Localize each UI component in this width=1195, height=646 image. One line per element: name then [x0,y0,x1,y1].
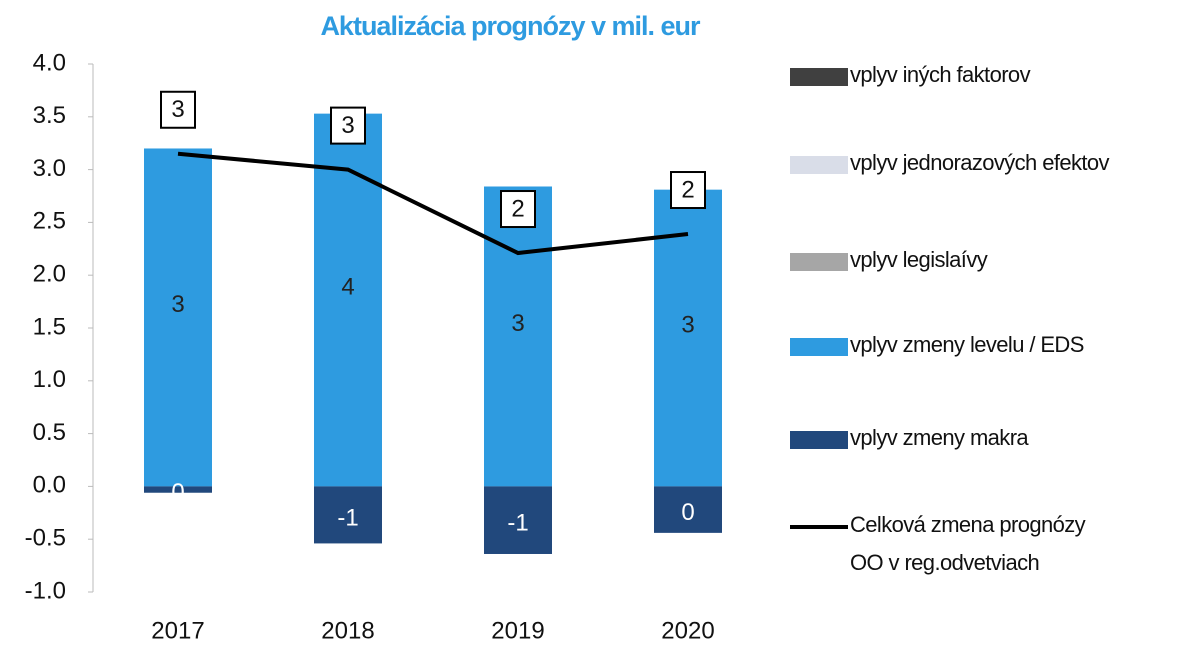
bar [314,113,382,487]
legend-swatch [790,253,848,271]
y-tick-label: 4.0 [33,49,66,76]
x-tick-label: 2019 [491,617,544,644]
legend-label: vplyv iných faktorov [850,62,1031,87]
bar [484,486,552,554]
bar-value-label: -1 [337,504,358,531]
y-tick-label: 1.0 [33,366,66,393]
label-box [670,171,706,210]
bar [484,186,552,487]
x-tick-label: 2020 [661,617,714,644]
bar-value-label: 3 [511,310,524,337]
bar-value-label: -1 [507,510,528,537]
y-tick-label: -1.0 [25,577,66,604]
legend-item: vplyv iných faktorov [790,62,1150,94]
legend-label: Celková zmena prognózy OO v reg.odvetvia… [850,512,1086,575]
bar-value-label: 3 [171,291,184,318]
y-tick-label: 0.5 [33,419,66,446]
legend-item: vplyv zmeny makra [790,425,1150,457]
line-value-label: 2 [511,195,524,222]
legend-swatch [790,156,848,174]
y-tick-label: 2.0 [33,261,66,288]
y-tick-label: 1.5 [33,313,66,340]
legend-swatch [790,338,848,356]
y-tick-label: 3.0 [33,155,66,182]
x-tick-label: 2018 [321,617,374,644]
bar-value-label: 0 [681,499,694,526]
y-tick-label: 2.5 [33,208,66,235]
legend-item: vplyv zmeny levelu / EDS [790,332,1150,364]
label-box [160,90,196,129]
x-tick-label: 2017 [151,617,204,644]
legend-item: vplyv legislaívy [790,247,1150,279]
bar-value-label: 4 [341,273,354,300]
legend-swatch [790,525,848,529]
legend-label: vplyv zmeny levelu / EDS [850,332,1084,357]
legend-swatch [790,431,848,449]
label-box [500,190,536,229]
legend-label: vplyv jednorazových efektov [850,150,1110,175]
bar [654,189,722,487]
bar [144,148,212,487]
y-tick-label: 0.0 [33,472,66,499]
bar [314,486,382,544]
chart-title: Aktualizácia prognózy v mil. eur [320,11,701,41]
legend-label: vplyv legislaívy [850,247,988,272]
bar [654,486,722,533]
line-value-label: 3 [341,112,354,139]
line-value-label: 2 [681,176,694,203]
legend-item: Celková zmena prognózy OO v reg.odvetvia… [790,512,1110,582]
y-tick-label: 3.5 [33,102,66,129]
bar-value-label: 3 [681,311,694,338]
y-tick-label: -0.5 [25,525,66,552]
label-box [330,106,366,145]
legend-swatch [790,68,848,86]
line-value-label: 3 [171,96,184,123]
bar-value-label: 0 [171,479,184,506]
legend-item: vplyv jednorazových efektov [790,150,1130,182]
legend-label: vplyv zmeny makra [850,425,1029,450]
line [177,151,689,256]
bar [144,486,212,493]
